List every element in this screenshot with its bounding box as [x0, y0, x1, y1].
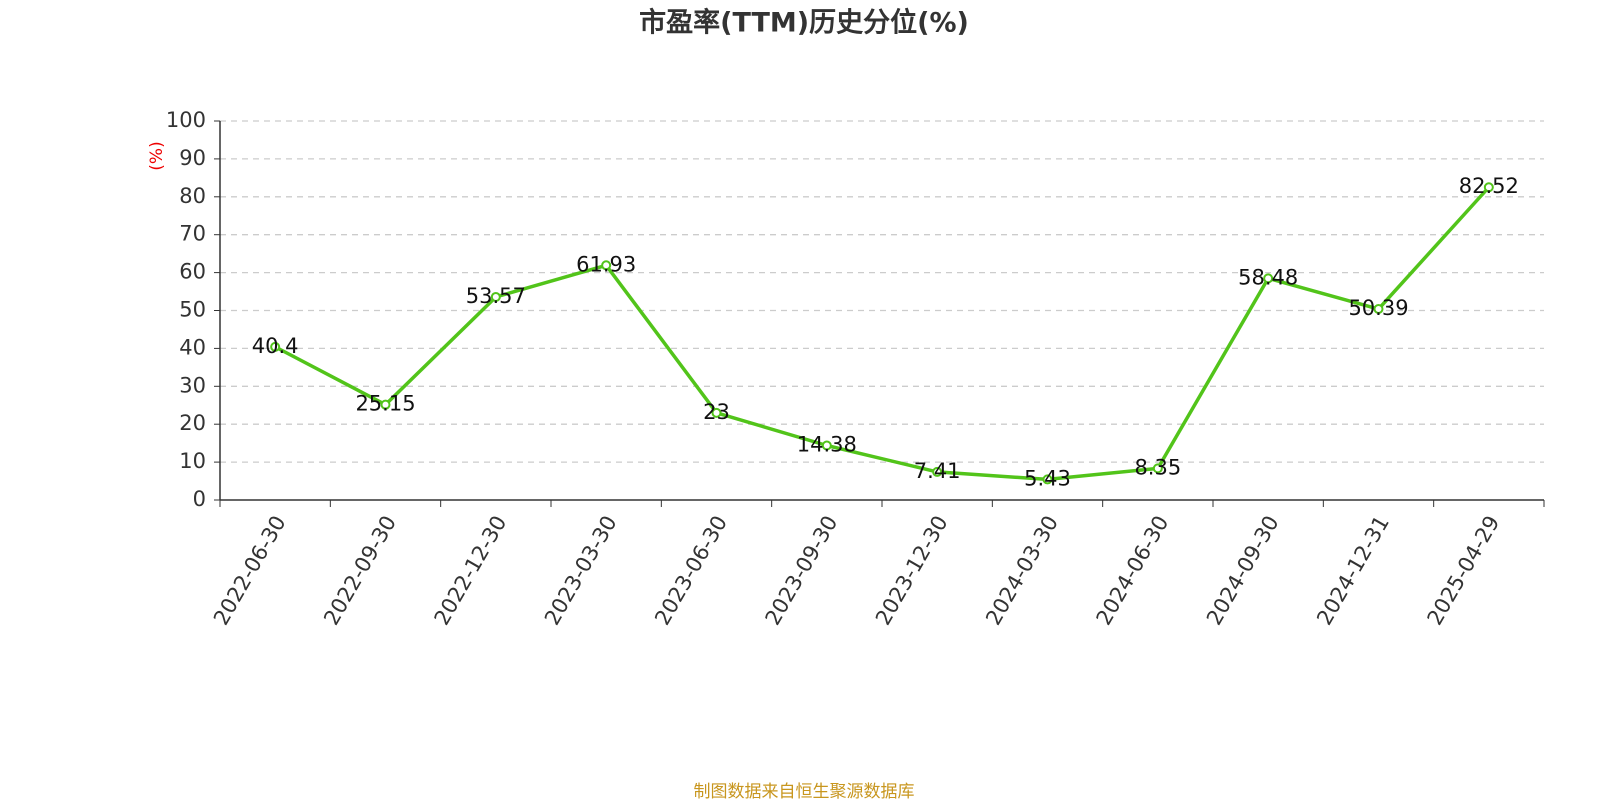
- x-tick-label: 2023-06-30: [650, 512, 732, 630]
- data-point: [490, 291, 501, 302]
- y-axis-label: (%): [147, 141, 167, 170]
- y-tick-label: 10: [179, 449, 206, 473]
- y-tick-label: 80: [179, 184, 206, 208]
- data-label: 40.4: [252, 334, 299, 358]
- data-point: [1483, 182, 1494, 193]
- y-tick-label: 20: [179, 411, 206, 435]
- x-tick-label: 2024-06-30: [1092, 512, 1174, 630]
- data-label: 25.15: [355, 392, 415, 416]
- y-tick-label: 0: [193, 487, 206, 511]
- data-label: 5.43: [1024, 466, 1071, 490]
- x-tick-label: 2024-03-30: [981, 512, 1063, 630]
- y-tick-label: 30: [179, 373, 206, 397]
- chart-title: 市盈率(TTM)历史分位(%): [639, 7, 969, 39]
- data-point: [1042, 474, 1053, 485]
- x-tick-label: 2022-06-30: [209, 512, 291, 630]
- x-tick-label: 2023-03-30: [540, 512, 622, 630]
- data-line: [274, 186, 1491, 482]
- x-tick-label: 2024-09-30: [1202, 512, 1284, 630]
- y-tick-label: 60: [179, 260, 206, 284]
- data-label: 50.39: [1348, 296, 1408, 320]
- y-tick-label: 90: [179, 146, 206, 170]
- data-point: [1263, 273, 1274, 284]
- x-tick-label: 2022-09-30: [319, 512, 401, 630]
- x-tick-label: 2023-12-30: [871, 512, 953, 630]
- data-label: 82.52: [1459, 174, 1519, 198]
- data-label: 53.57: [466, 284, 526, 308]
- y-tick-label: 50: [179, 298, 206, 322]
- data-point: [1152, 463, 1163, 474]
- data-label: 8.35: [1134, 455, 1181, 479]
- data-point: [1373, 304, 1384, 315]
- source-note: 制图数据来自恒生聚源数据库: [694, 782, 915, 800]
- y-tick-label: 70: [179, 222, 206, 246]
- data-label: 14.38: [797, 432, 857, 456]
- data-point: [270, 341, 281, 352]
- x-tick-label: 2024-12-31: [1312, 512, 1394, 630]
- data-label: 7.41: [914, 459, 961, 483]
- data-point: [601, 260, 612, 271]
- data-point: [821, 440, 832, 451]
- data-point: [932, 466, 943, 477]
- data-label: 23: [703, 400, 730, 424]
- data-point: [380, 399, 391, 410]
- x-tick-label: 2022-12-30: [430, 512, 512, 630]
- y-tick-label: 100: [166, 108, 206, 132]
- x-tick-label: 2025-04-29: [1423, 512, 1505, 630]
- data-label: 61.93: [576, 252, 636, 276]
- y-tick-label: 40: [179, 335, 206, 359]
- x-tick-label: 2023-09-30: [761, 512, 843, 630]
- data-point: [711, 407, 722, 418]
- data-label: 58.48: [1238, 265, 1298, 289]
